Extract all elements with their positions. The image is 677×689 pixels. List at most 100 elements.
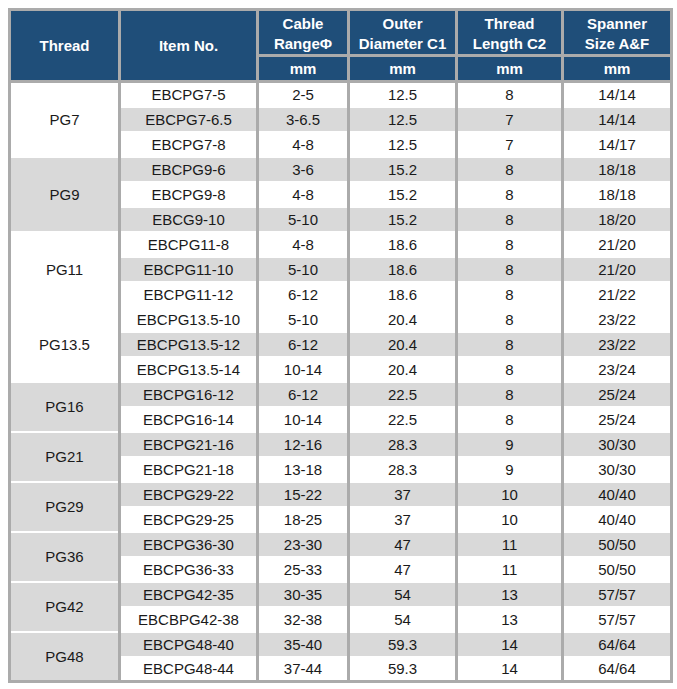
table-row: PG7EBCPG7-52-512.5814/14 (10, 82, 672, 107)
outer-diameter-cell: 37 (349, 482, 457, 507)
thread-group-cell: PG42 (10, 582, 120, 632)
spanner-size-cell: 18/18 (563, 157, 672, 182)
cable-range-cell: 37-44 (258, 657, 349, 682)
spanner-size-cell: 64/64 (563, 632, 672, 657)
spanner-size-cell: 57/57 (563, 607, 672, 632)
thread-length-cell: 8 (457, 82, 563, 107)
table-row: PG16EBCPG16-126-1222.5825/24 (10, 382, 672, 407)
thread-length-cell: 7 (457, 132, 563, 157)
cable-range-cell: 25-33 (258, 557, 349, 582)
thread-length-cell: 11 (457, 532, 563, 557)
thread-length-cell: 8 (457, 332, 563, 357)
cable-range-cell: 35-40 (258, 632, 349, 657)
item-no-cell: EBCPG9-6 (120, 157, 258, 182)
outer-diameter-cell: 54 (349, 607, 457, 632)
item-no-cell: EBCPG48-40 (120, 632, 258, 657)
outer-diameter-cell: 12.5 (349, 107, 457, 132)
cable-range-cell: 15-22 (258, 482, 349, 507)
thread-group-cell: PG13.5 (10, 307, 120, 382)
cable-range-cell: 6-12 (258, 282, 349, 307)
table-row: PG13.5EBCPG13.5-105-1020.4823/22 (10, 307, 672, 332)
cable-range-cell: 32-38 (258, 607, 349, 632)
thread-group-cell: PG16 (10, 382, 120, 432)
item-no-cell: EBCPG36-33 (120, 557, 258, 582)
cable-range-cell: 3-6.5 (258, 107, 349, 132)
thread-group-cell: PG7 (10, 82, 120, 157)
item-no-cell: EBCPG21-16 (120, 432, 258, 457)
spanner-size-cell: 50/50 (563, 532, 672, 557)
cable-range-cell: 2-5 (258, 82, 349, 107)
item-no-cell: EBCPG16-14 (120, 407, 258, 432)
table-row: PG11EBCPG11-84-818.6821/20 (10, 232, 672, 257)
item-no-cell: EBCPG13.5-14 (120, 357, 258, 382)
table-row: PG48EBCPG48-4035-4059.31464/64 (10, 632, 672, 657)
thread-length-cell: 8 (457, 182, 563, 207)
thread-group-cell: PG11 (10, 232, 120, 307)
outer-diameter-cell: 18.6 (349, 232, 457, 257)
outer-diameter-cell: 12.5 (349, 132, 457, 157)
pg-cable-gland-spec-table: Thread Item No. Cable RangeΦ Outer Diame… (8, 8, 673, 683)
table-header: Thread Item No. Cable RangeΦ Outer Diame… (10, 10, 672, 82)
column-header-cable-range: Cable RangeΦ (258, 10, 349, 56)
column-header-spanner-size: Spanner Size A&F (563, 10, 672, 56)
column-header-item-no: Item No. (120, 10, 258, 82)
table-row: PG36EBCPG36-3023-30471150/50 (10, 532, 672, 557)
thread-length-cell: 8 (457, 232, 563, 257)
cable-range-cell: 5-10 (258, 307, 349, 332)
cable-range-cell: 5-10 (258, 207, 349, 232)
spanner-size-cell: 21/22 (563, 282, 672, 307)
item-no-cell: EBCPG42-35 (120, 582, 258, 607)
cable-range-cell: 12-16 (258, 432, 349, 457)
thread-length-cell: 8 (457, 357, 563, 382)
item-no-cell: EBCPG48-44 (120, 657, 258, 682)
header-row-main: Thread Item No. Cable RangeΦ Outer Diame… (10, 10, 672, 56)
thread-length-cell: 8 (457, 307, 563, 332)
unit-header-thread-length: mm (457, 56, 563, 82)
table-row: PG21EBCPG21-1612-1628.3930/30 (10, 432, 672, 457)
item-no-cell: EBCPG16-12 (120, 382, 258, 407)
outer-diameter-cell: 47 (349, 557, 457, 582)
item-no-cell: EBCPG7-5 (120, 82, 258, 107)
item-no-cell: EBCPG9-8 (120, 182, 258, 207)
spanner-size-cell: 21/20 (563, 232, 672, 257)
unit-header-outer-diameter: mm (349, 56, 457, 82)
cable-range-cell: 6-12 (258, 332, 349, 357)
item-no-cell: EBCPG29-25 (120, 507, 258, 532)
item-no-cell: EBCPG13.5-12 (120, 332, 258, 357)
item-no-cell: EBCPG29-22 (120, 482, 258, 507)
spanner-size-cell: 23/22 (563, 307, 672, 332)
spanner-size-cell: 18/20 (563, 207, 672, 232)
thread-group-cell: PG9 (10, 157, 120, 232)
unit-header-cable-range: mm (258, 56, 349, 82)
item-no-cell: EBCPG11-10 (120, 257, 258, 282)
outer-diameter-cell: 37 (349, 507, 457, 532)
table-row: PG9EBCPG9-63-615.2818/18 (10, 157, 672, 182)
outer-diameter-cell: 15.2 (349, 207, 457, 232)
outer-diameter-cell: 28.3 (349, 432, 457, 457)
table-body: PG7EBCPG7-52-512.5814/14EBCPG7-6.53-6.51… (10, 82, 672, 682)
thread-length-cell: 9 (457, 457, 563, 482)
unit-header-spanner-size: mm (563, 56, 672, 82)
thread-length-cell: 9 (457, 432, 563, 457)
cable-range-cell: 4-8 (258, 232, 349, 257)
cable-range-cell: 18-25 (258, 507, 349, 532)
thread-length-cell: 13 (457, 582, 563, 607)
spanner-size-cell: 14/14 (563, 82, 672, 107)
outer-diameter-cell: 12.5 (349, 82, 457, 107)
item-no-cell: EBCPG7-8 (120, 132, 258, 157)
spanner-size-cell: 14/14 (563, 107, 672, 132)
item-no-cell: EBCPG11-12 (120, 282, 258, 307)
outer-diameter-cell: 18.6 (349, 257, 457, 282)
thread-length-cell: 10 (457, 482, 563, 507)
thread-group-cell: PG36 (10, 532, 120, 582)
thread-length-cell: 13 (457, 607, 563, 632)
outer-diameter-cell: 15.2 (349, 157, 457, 182)
spanner-size-cell: 40/40 (563, 482, 672, 507)
cable-range-cell: 10-14 (258, 357, 349, 382)
cable-range-cell: 3-6 (258, 157, 349, 182)
item-no-cell: EBCPG21-18 (120, 457, 258, 482)
spanner-size-cell: 18/18 (563, 182, 672, 207)
spanner-size-cell: 30/30 (563, 457, 672, 482)
cable-range-cell: 10-14 (258, 407, 349, 432)
thread-length-cell: 14 (457, 657, 563, 682)
